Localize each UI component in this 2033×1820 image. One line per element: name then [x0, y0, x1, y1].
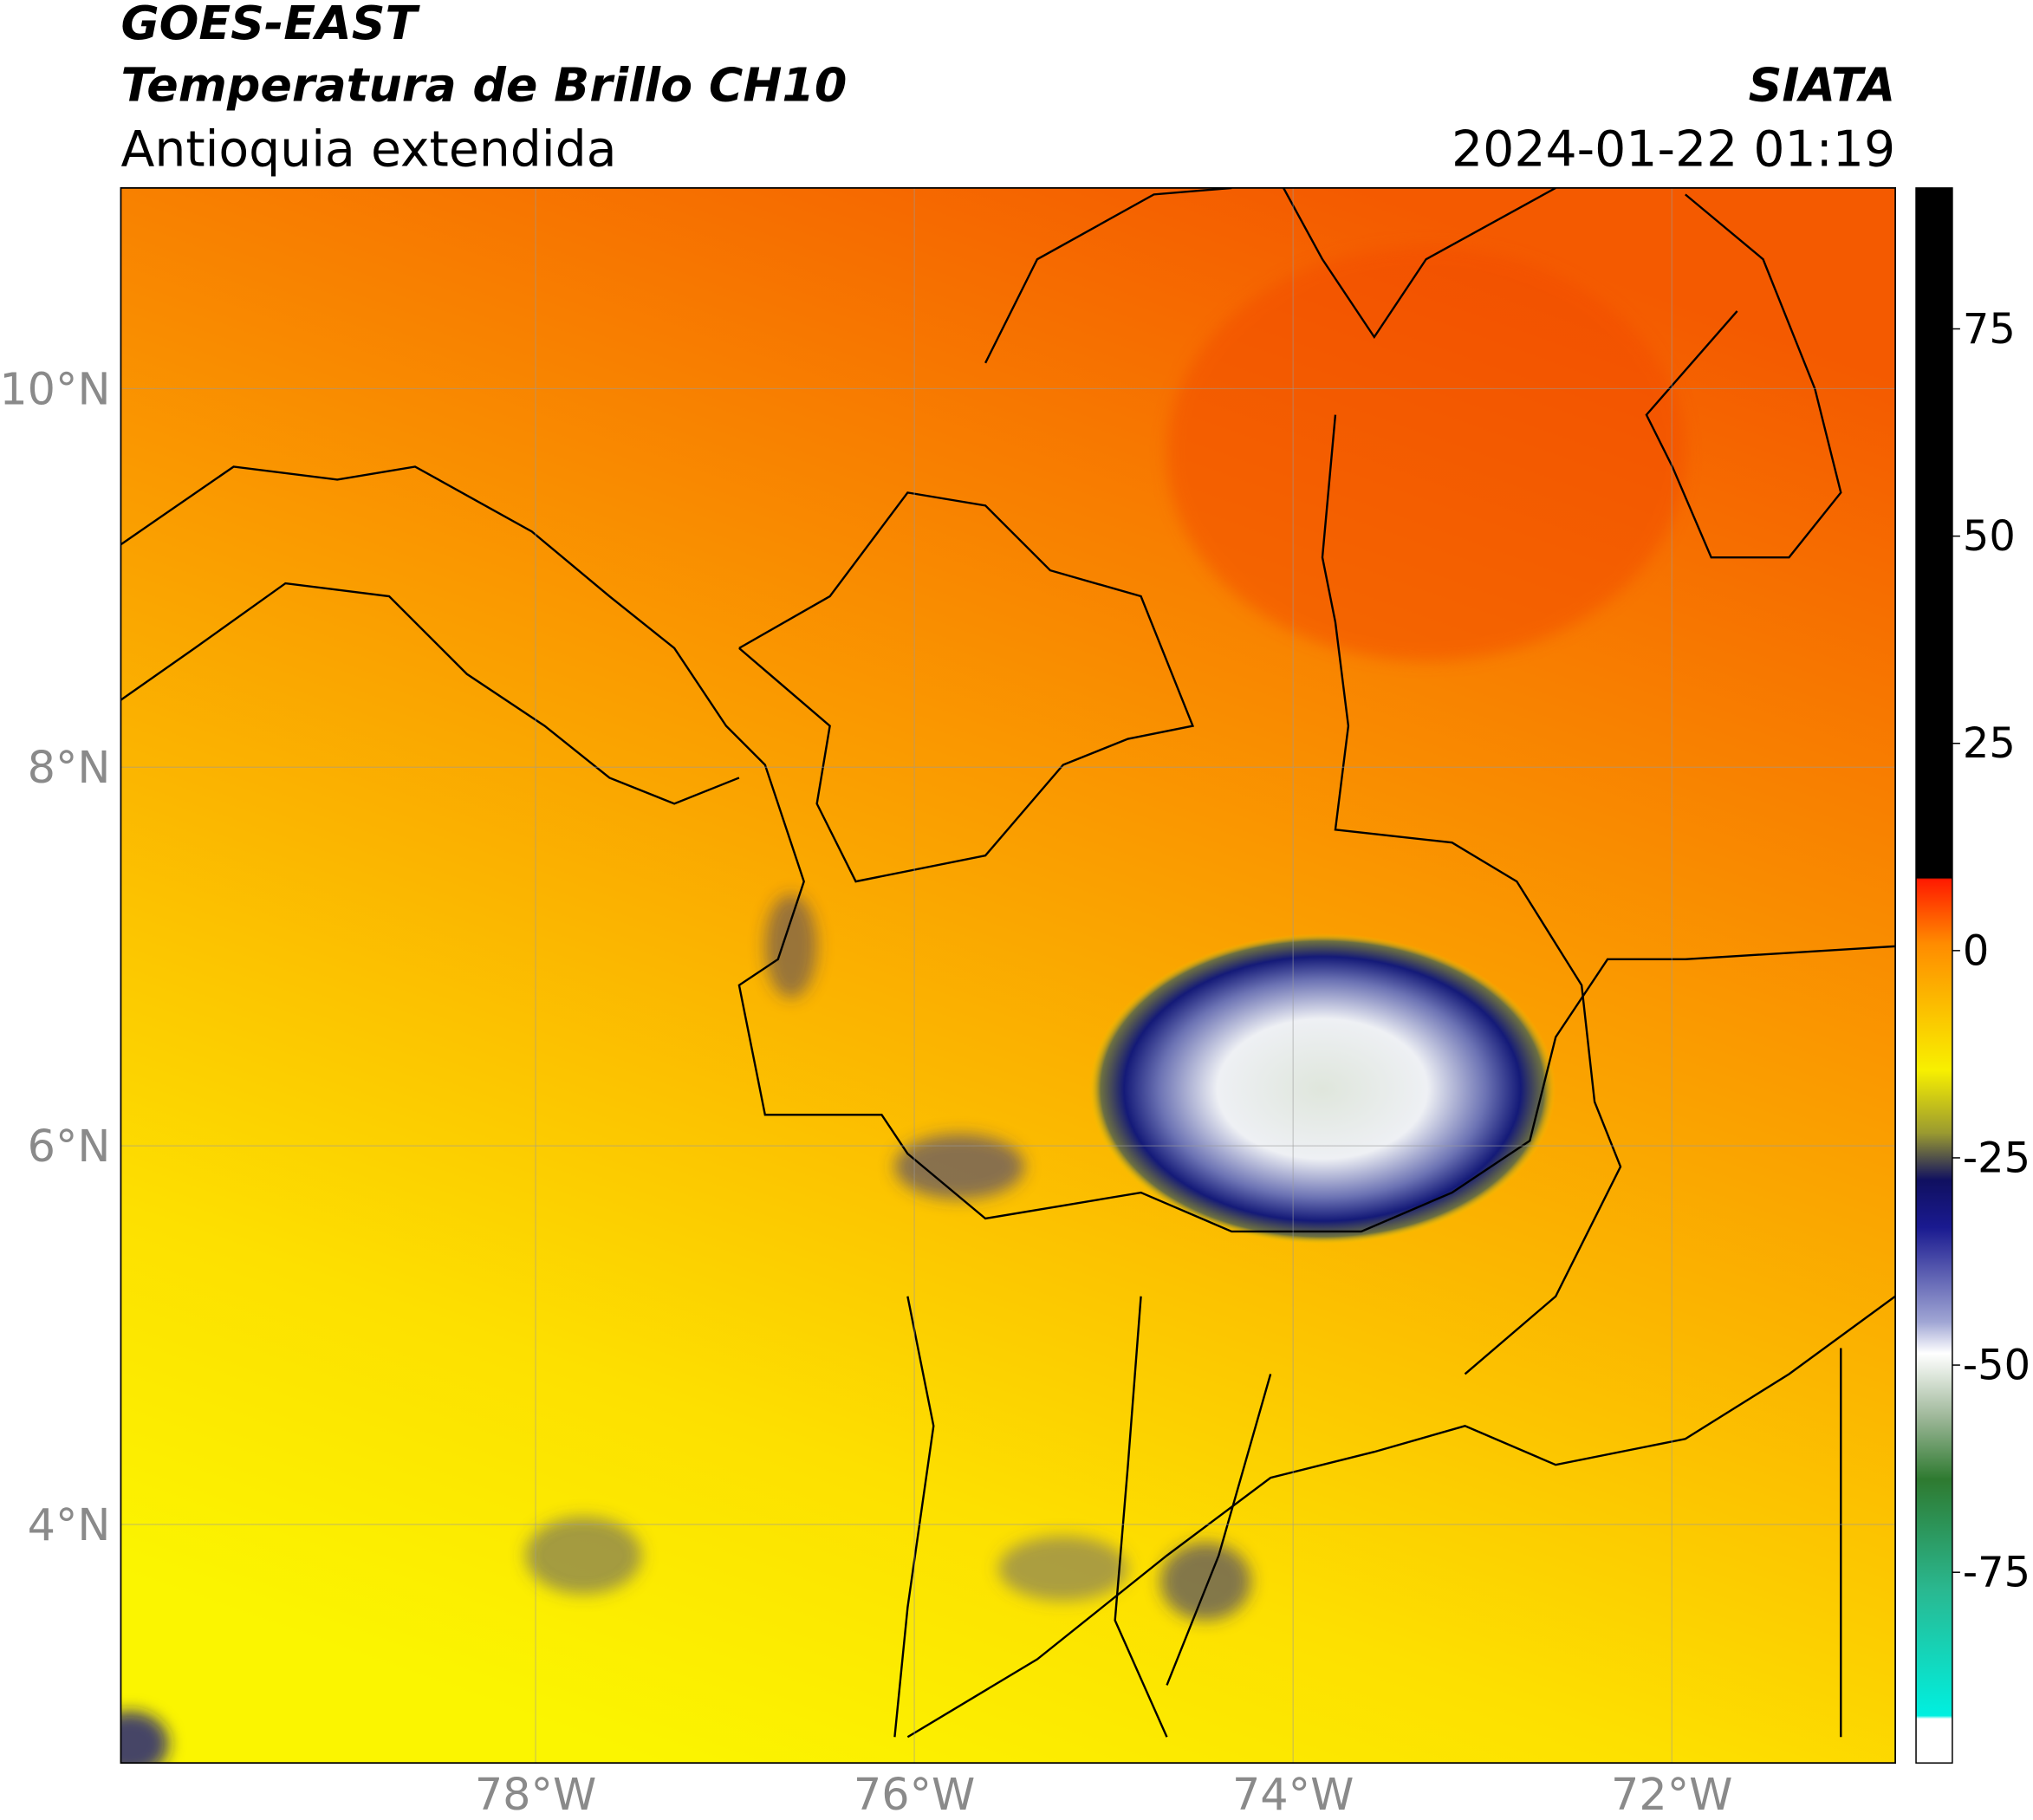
region: Antioquia extendida — [120, 120, 616, 178]
y-tick-label: 6°N — [28, 1121, 111, 1172]
colorbar-tick-label: -50 — [1963, 1342, 2030, 1390]
colorbar-tick-label: 0 — [1963, 927, 1989, 975]
map-image — [120, 187, 1896, 1764]
y-tick-label: 4°N — [28, 1499, 111, 1550]
title: Temperatura de Brillo CH10 — [120, 58, 847, 113]
x-tick-label: 78°W — [475, 1769, 596, 1820]
source: SIATA — [1749, 58, 1896, 113]
colorbar — [1915, 187, 1953, 1764]
colorbar-tick-label: 25 — [1963, 720, 2016, 768]
x-tick-label: 76°W — [854, 1769, 975, 1820]
x-tick-label: 74°W — [1232, 1769, 1354, 1820]
colorbar-tick-label: 75 — [1963, 306, 2016, 354]
colorbar-tick-label: -75 — [1963, 1550, 2030, 1597]
satellite: GOES-EAST — [120, 0, 420, 50]
y-tick-label: 8°N — [28, 742, 111, 793]
country-borders — [120, 187, 1896, 1739]
colorbar-tick-label: 50 — [1963, 513, 2016, 561]
colorbar-tick-label: -25 — [1963, 1134, 2030, 1182]
convective-storm — [1088, 933, 1556, 1245]
warm-area — [1166, 246, 1686, 661]
datetime: 2024-01-22 01:19 — [1452, 120, 1895, 178]
x-tick-label: 72°W — [1611, 1769, 1732, 1820]
map-frame — [120, 186, 1896, 1765]
y-tick-label: 10°N — [0, 363, 110, 414]
cold-clouds — [120, 894, 1251, 1764]
graticule — [120, 187, 1896, 1764]
